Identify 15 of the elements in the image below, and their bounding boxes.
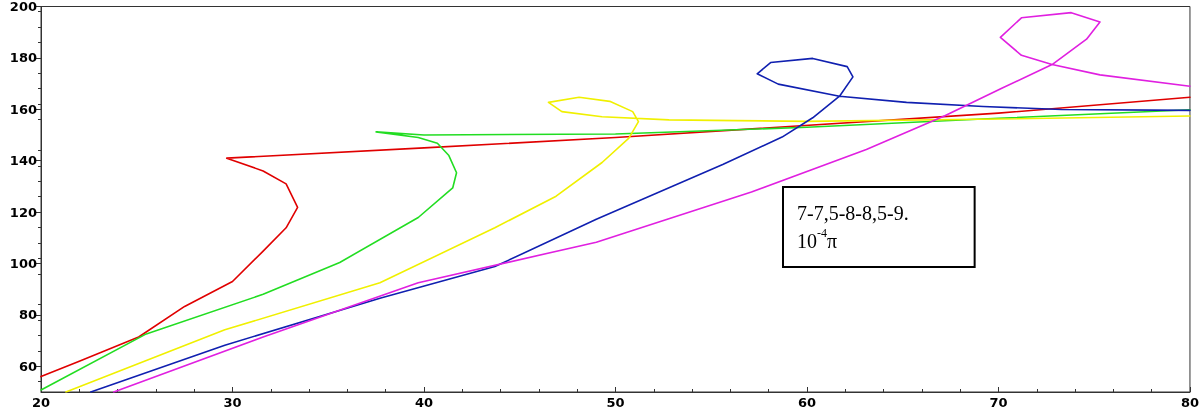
y-tick-label: 60 bbox=[18, 358, 37, 374]
y-tick-label: 160 bbox=[9, 101, 37, 117]
y-tick-label: 200 bbox=[9, 0, 37, 14]
x-tick-label: 30 bbox=[223, 395, 242, 409]
x-tick-label: 80 bbox=[1180, 395, 1199, 409]
y-tick-label: 120 bbox=[9, 204, 37, 220]
x-tick-label: 40 bbox=[414, 395, 434, 409]
x-tick-label: 70 bbox=[989, 395, 1008, 409]
x-tick-label: 50 bbox=[606, 395, 625, 409]
y-tick-label: 80 bbox=[18, 307, 37, 323]
x-tick-label: 60 bbox=[797, 395, 817, 409]
y-tick-label: 140 bbox=[9, 153, 37, 169]
y-tick-label: 100 bbox=[9, 256, 37, 271]
y-tick-label: 180 bbox=[9, 50, 37, 66]
x-tick-label: 20 bbox=[31, 395, 51, 409]
